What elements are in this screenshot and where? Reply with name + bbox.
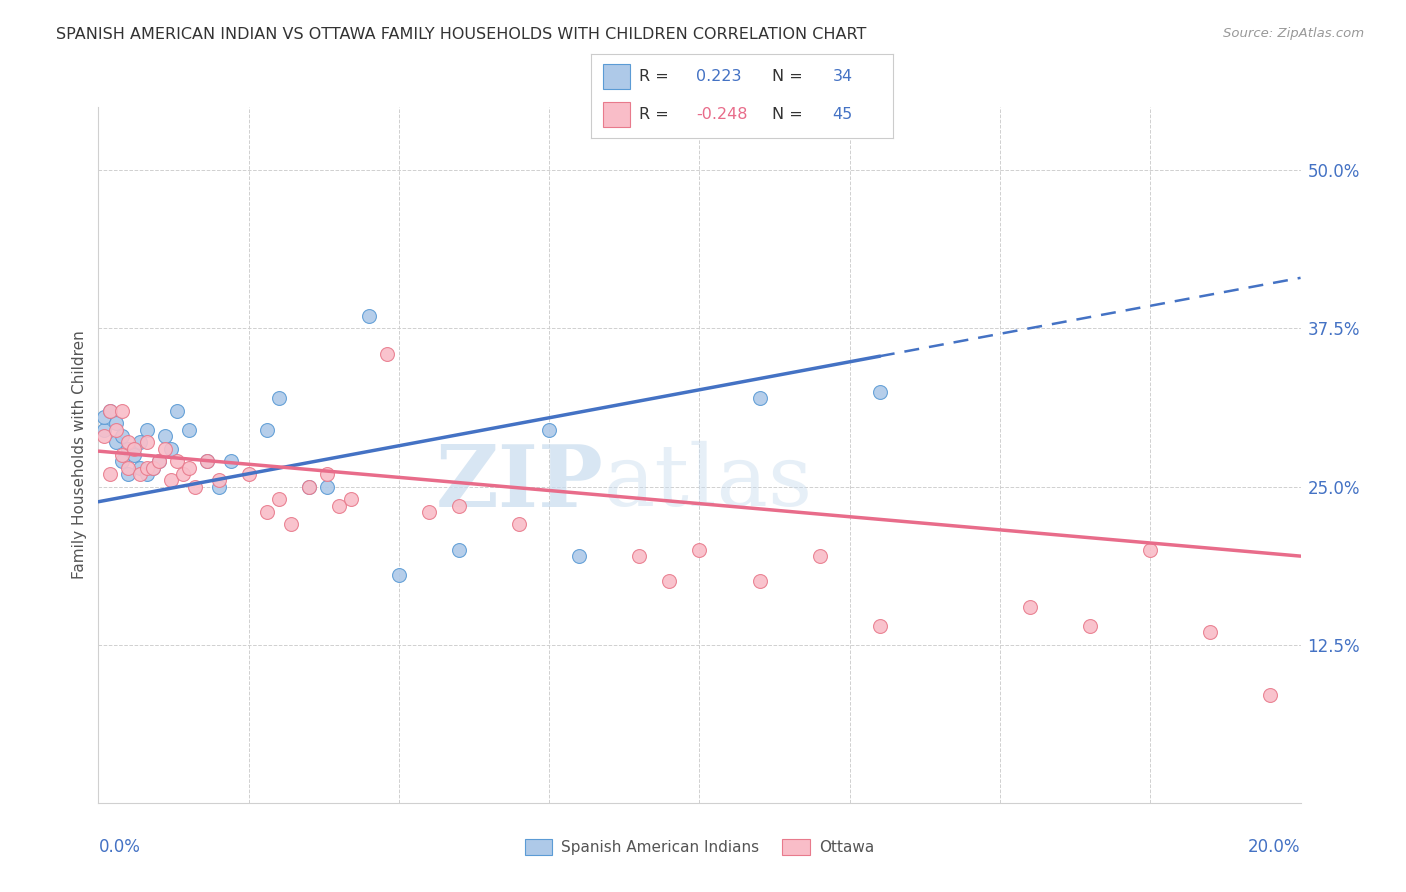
Point (658, 574, 681, 589)
Text: ZIP: ZIP (436, 441, 603, 524)
Point (153, 429, 176, 443)
Text: R =: R = (638, 69, 669, 84)
Point (93, 423, 115, 437)
Point (183, 479, 205, 493)
Point (117, 435, 139, 450)
Point (238, 467, 260, 481)
Point (105, 417, 128, 431)
Y-axis label: Family Households with Children: Family Households with Children (72, 331, 87, 579)
Text: N =: N = (772, 107, 803, 122)
Point (256, 423, 278, 437)
Point (111, 448, 134, 462)
Point (177, 460, 200, 475)
Text: R =: R = (638, 107, 669, 122)
Point (280, 517, 302, 532)
Point (141, 460, 163, 475)
Point (117, 442, 139, 456)
Point (93, 409, 115, 424)
Point (418, 505, 440, 519)
Point (357, 309, 380, 323)
Point (748, 391, 770, 405)
Text: 20.0%: 20.0% (1249, 838, 1301, 856)
Point (129, 435, 152, 450)
Point (177, 423, 200, 437)
Text: 45: 45 (832, 107, 852, 122)
FancyBboxPatch shape (603, 63, 630, 89)
Point (135, 460, 157, 475)
Text: atlas: atlas (603, 442, 813, 524)
Point (267, 391, 290, 405)
Point (447, 542, 470, 557)
Point (141, 460, 163, 475)
Point (298, 479, 321, 493)
Point (869, 384, 891, 399)
FancyBboxPatch shape (603, 102, 630, 128)
Point (628, 549, 651, 563)
Point (388, 568, 411, 582)
Point (148, 454, 170, 468)
Point (111, 429, 134, 443)
Text: 0.223: 0.223 (696, 69, 742, 84)
Point (208, 479, 231, 493)
Point (129, 467, 152, 481)
Point (124, 448, 146, 462)
Text: SPANISH AMERICAN INDIAN VS OTTAWA FAMILY HOUSEHOLDS WITH CHILDREN CORRELATION CH: SPANISH AMERICAN INDIAN VS OTTAWA FAMILY… (56, 27, 866, 42)
Point (315, 479, 337, 493)
Point (568, 549, 591, 563)
Point (808, 549, 831, 563)
Text: 0.0%: 0.0% (98, 838, 141, 856)
Point (100, 403, 122, 417)
Point (748, 574, 770, 589)
Point (135, 423, 157, 437)
Point (100, 403, 122, 417)
Point (159, 442, 181, 456)
Point (166, 454, 188, 468)
Point (1199, 625, 1222, 640)
Point (111, 454, 134, 468)
Point (93, 429, 115, 443)
Point (100, 467, 122, 481)
Point (869, 618, 891, 632)
Point (447, 499, 470, 513)
Point (172, 467, 194, 481)
Legend: Spanish American Indians, Ottawa: Spanish American Indians, Ottawa (519, 833, 880, 862)
Point (135, 467, 157, 481)
Point (1078, 618, 1101, 632)
Point (267, 492, 290, 507)
Point (1019, 599, 1042, 614)
Point (166, 403, 188, 417)
Text: Source: ZipAtlas.com: Source: ZipAtlas.com (1223, 27, 1364, 40)
Point (129, 460, 152, 475)
Point (1260, 688, 1282, 702)
Point (375, 347, 398, 361)
Point (256, 505, 278, 519)
Point (219, 454, 242, 468)
Point (111, 403, 134, 417)
Point (135, 435, 157, 450)
Point (328, 499, 350, 513)
Text: -0.248: -0.248 (696, 107, 748, 122)
Point (315, 467, 337, 481)
Point (124, 442, 146, 456)
Point (298, 479, 321, 493)
Point (117, 460, 139, 475)
Point (1139, 542, 1161, 557)
Point (117, 467, 139, 481)
Point (153, 442, 176, 456)
Point (689, 542, 711, 557)
Point (538, 423, 561, 437)
Point (159, 473, 181, 487)
Point (105, 435, 128, 450)
Point (105, 423, 128, 437)
Point (340, 492, 363, 507)
Point (148, 454, 170, 468)
Text: 34: 34 (832, 69, 852, 84)
Point (208, 473, 231, 487)
Text: N =: N = (772, 69, 803, 84)
Point (508, 517, 530, 532)
Point (195, 454, 218, 468)
Point (195, 454, 218, 468)
